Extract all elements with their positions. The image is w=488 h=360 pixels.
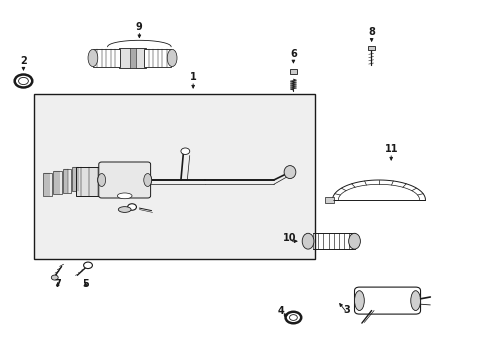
Bar — [367, 46, 374, 50]
Ellipse shape — [143, 174, 151, 186]
Bar — [76, 167, 107, 196]
FancyBboxPatch shape — [99, 162, 150, 198]
Ellipse shape — [302, 233, 313, 249]
Text: 1: 1 — [189, 72, 196, 82]
Ellipse shape — [98, 165, 151, 195]
Bar — [93, 49, 120, 67]
Bar — [62, 169, 71, 193]
Ellipse shape — [167, 49, 177, 67]
Bar — [102, 165, 146, 195]
Bar — [53, 171, 61, 194]
Ellipse shape — [51, 275, 58, 280]
Text: 11: 11 — [384, 144, 397, 154]
FancyBboxPatch shape — [354, 287, 420, 314]
Bar — [34, 94, 315, 259]
Bar — [289, 69, 296, 74]
Bar — [129, 48, 136, 68]
Ellipse shape — [285, 312, 301, 323]
Ellipse shape — [83, 262, 92, 269]
Ellipse shape — [289, 315, 297, 320]
Text: 2: 2 — [20, 56, 27, 66]
Ellipse shape — [15, 75, 32, 87]
Ellipse shape — [118, 207, 131, 212]
Ellipse shape — [181, 148, 189, 154]
Ellipse shape — [127, 204, 136, 210]
Ellipse shape — [410, 291, 420, 310]
Bar — [325, 197, 333, 203]
Bar — [72, 167, 81, 191]
Ellipse shape — [354, 291, 364, 310]
Text: 6: 6 — [289, 49, 296, 59]
Bar — [43, 173, 52, 196]
Text: 10: 10 — [282, 233, 296, 243]
Text: 3: 3 — [343, 305, 350, 315]
Text: 8: 8 — [367, 27, 374, 37]
Text: 5: 5 — [82, 279, 89, 289]
Bar — [144, 49, 171, 67]
Ellipse shape — [19, 77, 28, 85]
Ellipse shape — [88, 49, 98, 67]
Ellipse shape — [348, 233, 360, 249]
Bar — [119, 48, 145, 68]
Text: 9: 9 — [136, 22, 142, 32]
Text: 4: 4 — [277, 306, 284, 316]
Ellipse shape — [98, 174, 105, 186]
Ellipse shape — [117, 193, 132, 199]
Ellipse shape — [284, 166, 295, 179]
Text: 7: 7 — [54, 279, 61, 289]
